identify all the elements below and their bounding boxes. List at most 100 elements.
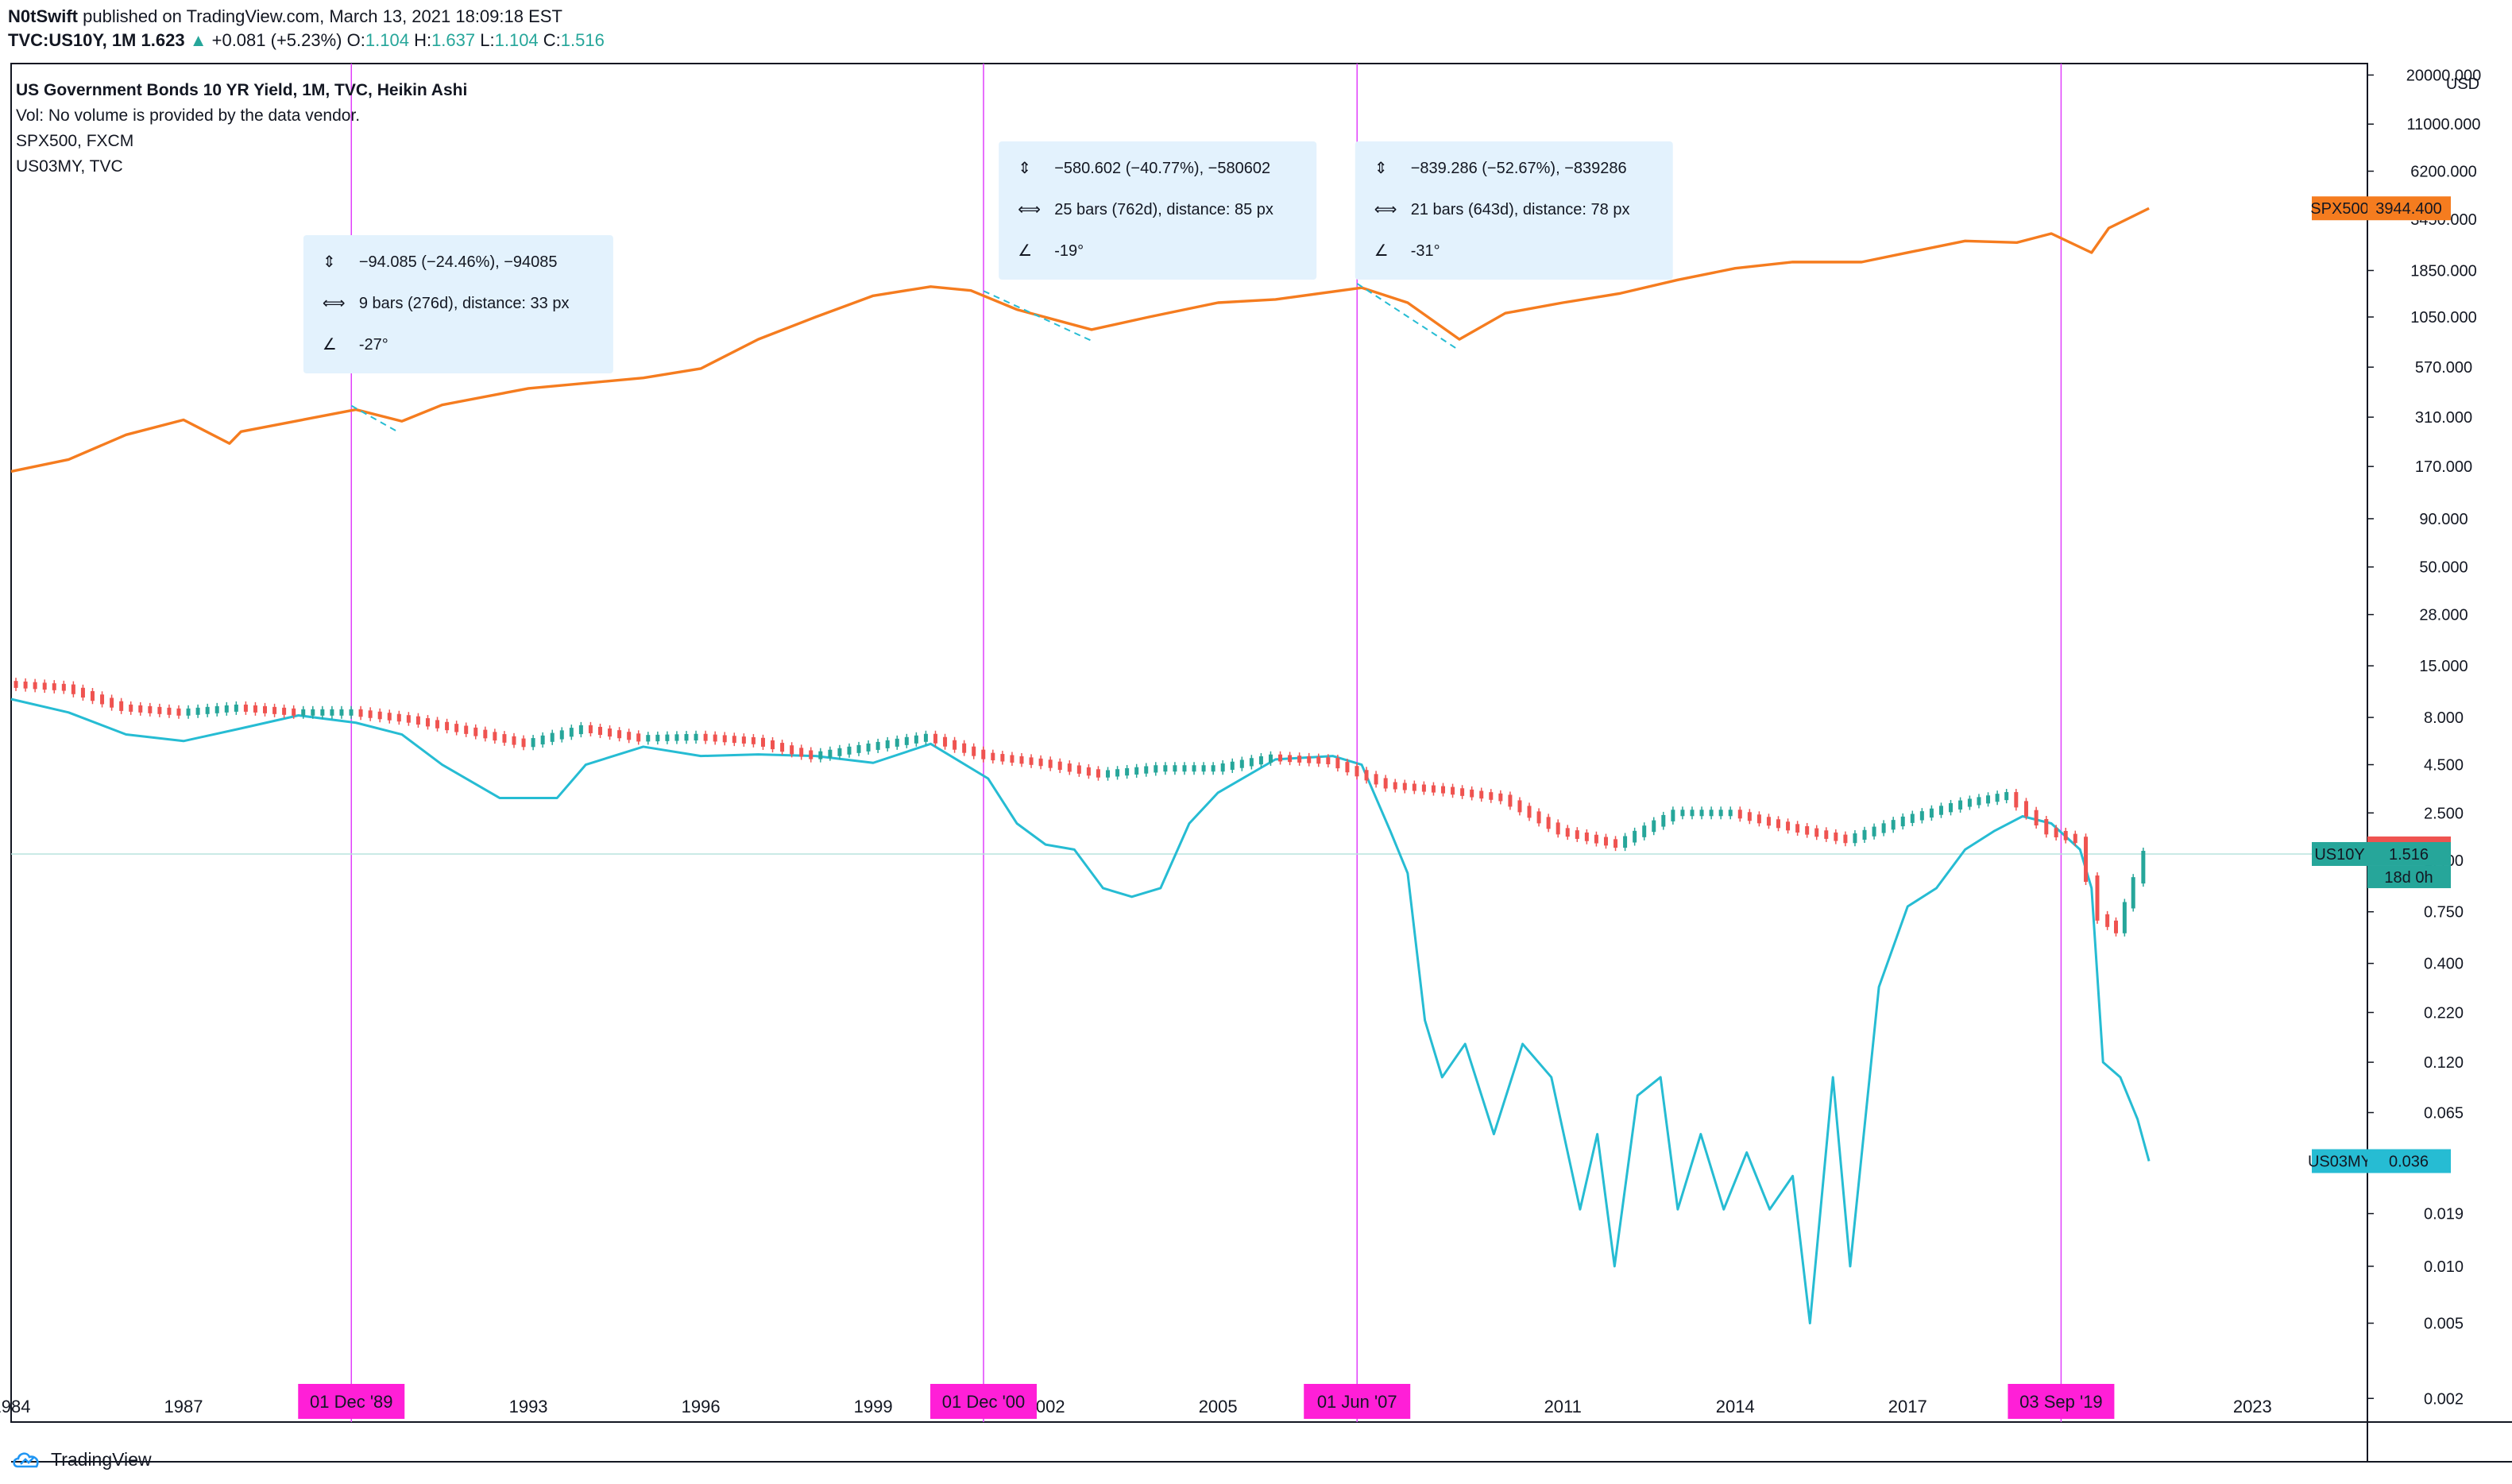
us10y-candle[interactable]: [1057, 761, 1062, 771]
us10y-candle[interactable]: [292, 708, 296, 716]
author-name[interactable]: N0tSwift: [8, 6, 78, 26]
us10y-candle[interactable]: [1633, 830, 1637, 843]
us10y-candle[interactable]: [90, 691, 95, 701]
us10y-candle[interactable]: [1182, 765, 1187, 772]
us10y-candle[interactable]: [1967, 798, 1972, 807]
us10y-candle[interactable]: [2034, 810, 2039, 826]
us10y-candle[interactable]: [1728, 810, 1733, 817]
us10y-candle[interactable]: [1709, 810, 1714, 817]
us10y-candle[interactable]: [1038, 758, 1043, 767]
us10y-candle[interactable]: [23, 681, 28, 689]
us10y-candle[interactable]: [1718, 810, 1723, 817]
us10y-candle[interactable]: [531, 738, 535, 748]
us10y-candle[interactable]: [263, 705, 268, 713]
us10y-candle[interactable]: [42, 682, 47, 690]
us10y-candle[interactable]: [646, 735, 651, 742]
us10y-candle[interactable]: [415, 716, 420, 725]
us10y-candle[interactable]: [1929, 808, 1934, 818]
us10y-candle[interactable]: [445, 721, 450, 731]
measure-dashed-line[interactable]: [1356, 283, 1460, 351]
us10y-candle[interactable]: [1316, 756, 1321, 764]
us10y-candle[interactable]: [1671, 810, 1675, 821]
us10y-candle[interactable]: [1747, 812, 1752, 821]
us10y-candle[interactable]: [282, 707, 287, 715]
us10y-candle[interactable]: [330, 709, 334, 716]
spx500-line[interactable]: [10, 207, 2150, 473]
measure-box[interactable]: [303, 235, 613, 373]
us10y-candle[interactable]: [1479, 790, 1484, 799]
us10y-candle[interactable]: [1258, 756, 1263, 765]
us10y-candle[interactable]: [1853, 833, 1857, 844]
measure-dashed-line[interactable]: [983, 290, 1092, 342]
us10y-candle[interactable]: [598, 726, 602, 736]
us10y-candle[interactable]: [569, 728, 574, 737]
measure-box[interactable]: [1355, 141, 1673, 280]
us10y-candle[interactable]: [234, 704, 238, 712]
us10y-candle[interactable]: [1594, 834, 1598, 844]
us10y-candle[interactable]: [129, 704, 133, 712]
us10y-candle[interactable]: [320, 709, 325, 716]
vertical-marker-badge[interactable]: [1304, 1384, 1411, 1419]
us10y-candle[interactable]: [1891, 820, 1896, 830]
us10y-candle[interactable]: [1374, 774, 1378, 785]
us10y-candle[interactable]: [1766, 817, 1771, 826]
us10y-candle[interactable]: [1900, 816, 1905, 827]
vertical-marker-badge[interactable]: [2008, 1384, 2115, 1419]
us10y-candle[interactable]: [540, 735, 545, 745]
us10y-candle[interactable]: [636, 733, 641, 742]
us10y-candle[interactable]: [828, 749, 833, 758]
us10y-candle[interactable]: [1776, 819, 1780, 829]
us10y-candle[interactable]: [1335, 758, 1340, 769]
us10y-candle[interactable]: [991, 752, 995, 761]
us03my-line[interactable]: [10, 698, 2151, 1325]
us10y-candle[interactable]: [972, 746, 976, 756]
us10y-candle[interactable]: [1872, 826, 1876, 837]
us10y-candle[interactable]: [1919, 811, 1924, 821]
us10y-candle[interactable]: [358, 709, 363, 717]
us10y-candle[interactable]: [339, 709, 344, 716]
us10y-candle[interactable]: [2044, 819, 2049, 835]
us10y-candle[interactable]: [914, 735, 918, 744]
us10y-candle[interactable]: [224, 705, 229, 713]
us10y-candle[interactable]: [790, 745, 794, 755]
us10y-candle[interactable]: [722, 735, 727, 743]
us10y-candle[interactable]: [1834, 832, 1838, 841]
us10y-candle[interactable]: [1163, 765, 1168, 772]
measure-dashed-line[interactable]: [350, 404, 397, 432]
us10y-candle[interactable]: [588, 725, 593, 733]
us10y-candle[interactable]: [80, 687, 85, 698]
us10y-candle[interactable]: [1661, 814, 1666, 827]
us10y-candle[interactable]: [396, 713, 401, 722]
us10y-candle[interactable]: [33, 682, 37, 690]
us10y-candle[interactable]: [1470, 789, 1474, 798]
us10y-candle[interactable]: [1326, 757, 1331, 765]
us10y-candle[interactable]: [1393, 782, 1397, 790]
vertical-marker-badge[interactable]: [298, 1384, 405, 1419]
us10y-candle[interactable]: [502, 734, 507, 743]
us10y-candle[interactable]: [311, 709, 315, 716]
us10y-candle[interactable]: [1910, 813, 1915, 823]
us10y-candle[interactable]: [1144, 766, 1149, 774]
us10y-candle[interactable]: [1010, 755, 1014, 763]
us10y-candle[interactable]: [176, 708, 181, 716]
us10y-candle[interactable]: [167, 707, 172, 715]
us10y-candle[interactable]: [1076, 765, 1081, 774]
us10y-candle[interactable]: [1756, 814, 1761, 824]
us10y-candle[interactable]: [2084, 837, 2089, 883]
us10y-candle[interactable]: [751, 736, 756, 744]
us10y-candle[interactable]: [713, 734, 717, 742]
us10y-candle[interactable]: [655, 734, 660, 742]
us10y-candle[interactable]: [14, 681, 18, 688]
us10y-candle[interactable]: [1805, 825, 1810, 835]
us10y-candle[interactable]: [1737, 810, 1742, 819]
us10y-candle[interactable]: [617, 730, 622, 739]
us10y-candle[interactable]: [866, 743, 871, 752]
us10y-candle[interactable]: [1154, 765, 1158, 773]
us10y-candle[interactable]: [1249, 758, 1254, 767]
us10y-candle[interactable]: [512, 736, 516, 745]
us10y-candle[interactable]: [1115, 769, 1120, 777]
us10y-candle[interactable]: [1508, 794, 1513, 807]
us10y-candle[interactable]: [406, 715, 411, 723]
us10y-candle[interactable]: [1441, 786, 1446, 794]
